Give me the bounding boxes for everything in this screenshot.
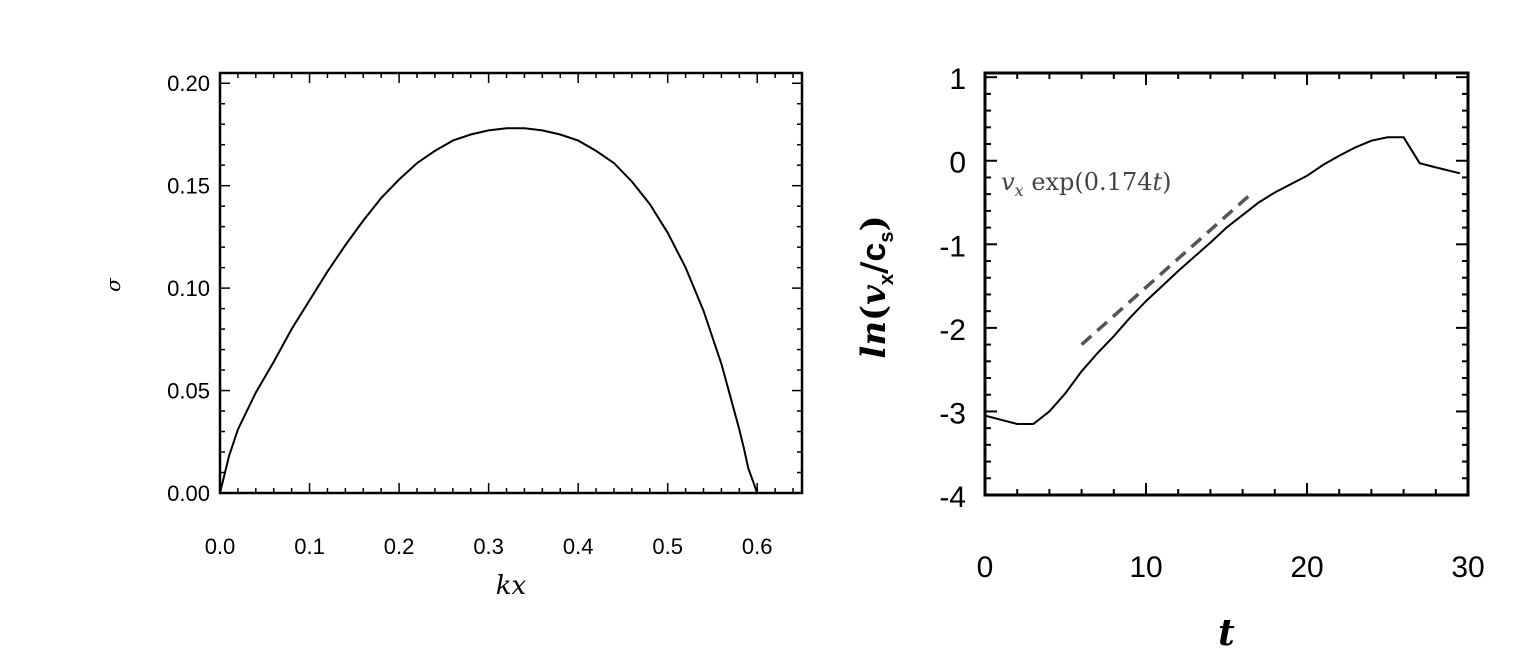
right-x-tick-label: 10 [1129,551,1162,584]
annot-v: v [1001,168,1015,196]
left-x-tick-label: 0.1 [294,534,325,559]
left-chart-frame [218,71,804,495]
annot-t: t [1153,168,1163,196]
svg-text:ln(vx/cs): ln(vx/cs) [854,215,898,358]
left-x-tick-label: 0.4 [563,534,594,559]
left-chart-tick-labels: 0.0 0.1 0.2 0.3 0.4 0.5 0.6 0.00 0.05 0.10 0.15 0.2… [167,71,772,559]
left-chart-xlabel: kx [496,571,527,601]
left-chart-ticks [219,73,802,494]
right-y-tick-label: -2 [939,314,966,347]
ylabel-vsub: x [876,274,898,285]
right-y-tick-label: -1 [939,230,966,263]
right-chart-fit-line [1080,192,1252,346]
right-chart-curve [984,136,1461,425]
ylabel-ln: ln [854,321,894,359]
left-chart-ylabel: σ [101,277,125,292]
annot-sub: x [1015,181,1024,200]
ylabel-slash: / [854,261,894,274]
right-y-tick-label: -3 [939,397,966,430]
left-x-tick-label: 0.0 [205,534,236,559]
left-y-tick-label: 0.00 [167,481,210,506]
right-y-tick-label: -4 [939,481,966,514]
left-x-tick-label: 0.5 [652,534,683,559]
right-x-tick-label: 20 [1290,551,1323,584]
fit-annotation: vx exp(0.174t) [1001,168,1171,200]
right-x-tick-label: 30 [1451,551,1484,584]
left-chart-curve [219,127,759,494]
ylabel-open: ( [854,305,894,321]
left-y-tick-label: 0.15 [167,174,210,199]
right-y-tick-label: 0 [949,147,966,180]
right-chart-ylabel: ln(vx/cs) [854,215,898,358]
right-y-tick-label: 1 [949,63,966,96]
ylabel-v: v [854,284,894,305]
left-y-tick-label: 0.20 [167,71,210,96]
ylabel-csub: s [876,232,898,243]
left-x-tick-label: 0.2 [384,534,415,559]
ylabel-close: ) [854,215,894,231]
left-x-tick-label: 0.3 [473,534,504,559]
ylabel-c: c [855,243,893,262]
annot-close: ) [1162,168,1171,196]
left-x-tick-label: 0.6 [742,534,773,559]
left-y-tick-label: 0.05 [167,379,210,404]
right-x-tick-label: 0 [977,551,994,584]
right-chart-xlabel: t [1218,612,1235,654]
annot-exp: exp(0.174 [1024,168,1153,196]
right-chart-frame [983,71,1470,497]
left-chart-panel: 0.0 0.1 0.2 0.3 0.4 0.5 0.6 0.00 0.05 0.10 0.15 0.2… [101,71,804,601]
left-y-tick-label: 0.10 [167,276,210,301]
